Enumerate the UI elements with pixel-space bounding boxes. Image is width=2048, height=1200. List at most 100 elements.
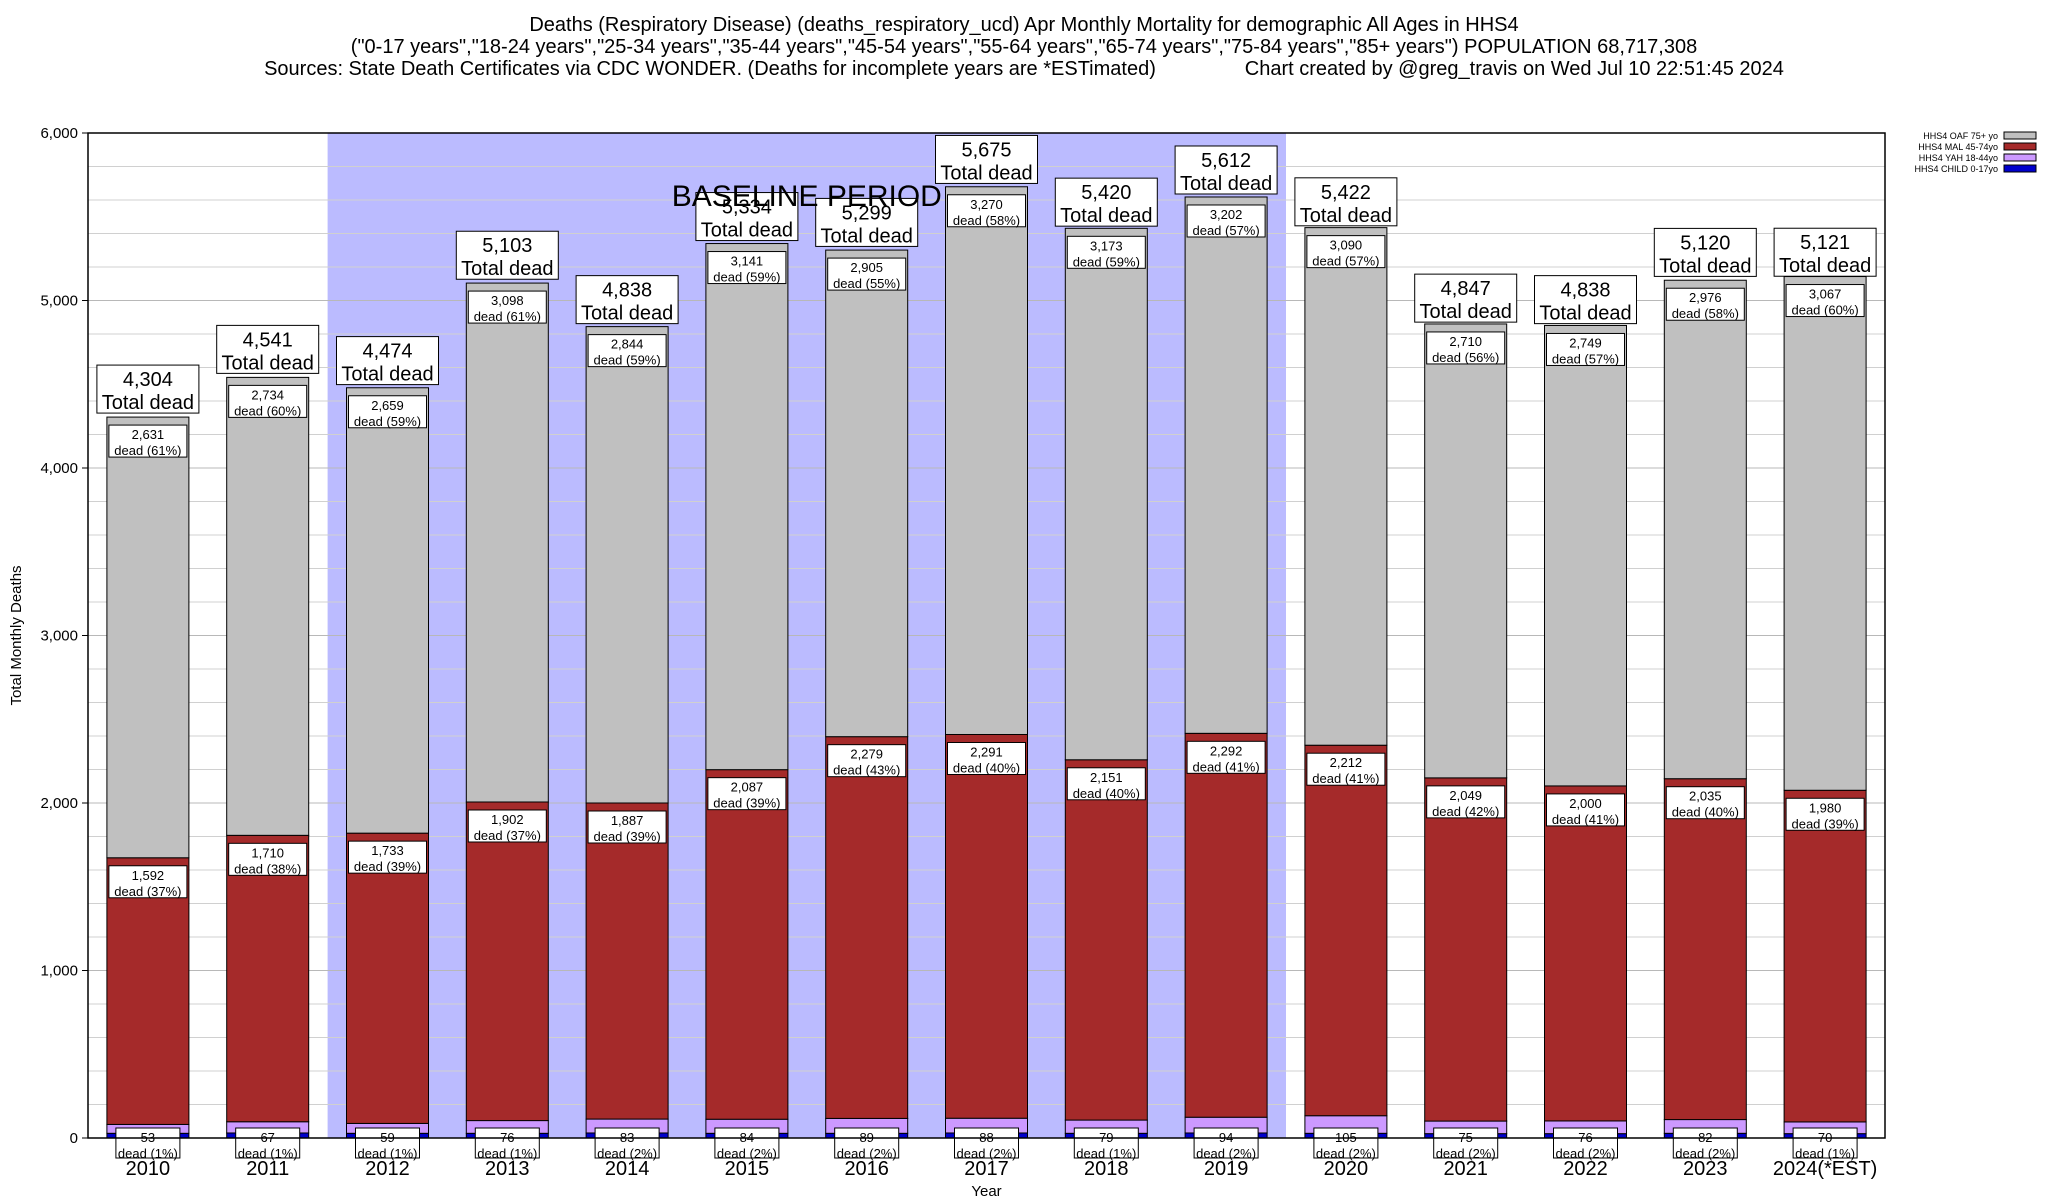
label-total-2013-pct: Total dead <box>461 258 553 280</box>
label-mal-2021-box <box>1426 785 1506 819</box>
label-mal-2011-box <box>228 842 308 876</box>
legend-swatch-child <box>2003 164 2037 173</box>
bar-mal-2018 <box>1064 759 1148 1121</box>
label-yah-2024(*EST)-pct: dead (1%) <box>1795 1146 1855 1161</box>
label-oaf-2022-pct: dead (57%) <box>1552 351 1619 366</box>
label-yah-2021-box <box>1433 1127 1499 1159</box>
label-mal-2015-value: 2,087 <box>731 780 764 795</box>
bar-mal-2024(*EST) <box>1783 789 1867 1123</box>
y-tick-label: 4,000 <box>40 460 78 477</box>
label-yah-2017-box <box>954 1127 1019 1159</box>
label-oaf-2024(*EST)-box <box>1785 284 1865 318</box>
bar-mal-2015 <box>705 769 789 1120</box>
label-oaf-2021-value: 2,710 <box>1449 334 1482 349</box>
label-oaf-2015-value: 3,141 <box>731 254 764 269</box>
label-yah-2010-pct: dead (1%) <box>118 1146 178 1161</box>
bar-oaf-2021 <box>1424 323 1508 779</box>
label-total-2016-value: 5,299 <box>842 202 892 224</box>
chart-title-block: Deaths (Respiratory Disease) (deaths_res… <box>0 14 2048 80</box>
baseline-label: BASELINE PERIOD <box>672 180 942 213</box>
x-tick-label: 2018 <box>1084 1158 1129 1180</box>
bar-oaf-2010 <box>106 416 190 859</box>
label-total-2014-pct: Total dead <box>581 303 673 325</box>
legend-label-yah: HHS4 YAH 18-44yo <box>1919 153 1998 163</box>
label-mal-2011-pct: dead (38%) <box>234 861 301 876</box>
label-mal-2024(*EST)-pct: dead (39%) <box>1791 816 1858 831</box>
label-oaf-2016-value: 2,905 <box>850 260 883 275</box>
label-total-2020-pct: Total dead <box>1300 205 1392 227</box>
label-yah-2017-pct: dead (2%) <box>957 1146 1017 1161</box>
label-total-2018-value: 5,420 <box>1081 182 1131 204</box>
label-total-2012-pct: Total dead <box>341 364 433 386</box>
label-mal-2015-pct: dead (39%) <box>713 796 780 811</box>
label-total-2016-pct: Total dead <box>821 225 913 247</box>
y-tick-label: 6,000 <box>40 125 78 142</box>
bar-mal-2017 <box>945 733 1028 1119</box>
label-oaf-2011-pct: dead (60%) <box>234 403 301 418</box>
y-tick-label: 2,000 <box>40 795 78 812</box>
label-yah-2023-pct: dead (2%) <box>1675 1146 1735 1161</box>
label-yah-2010-box <box>115 1127 181 1159</box>
bar-mal-2021 <box>1424 777 1508 1122</box>
x-tick-label: 2016 <box>844 1158 889 1180</box>
label-mal-2023-value: 2,035 <box>1689 789 1722 804</box>
x-tick-label: 2014 <box>605 1158 650 1180</box>
label-yah-2012-pct: dead (1%) <box>358 1146 418 1161</box>
label-oaf-2014-value: 2,844 <box>611 337 644 352</box>
label-oaf-2019-box <box>1186 204 1266 238</box>
label-total-2023-pct: Total dead <box>1659 255 1751 277</box>
label-total-2013-box <box>455 230 559 280</box>
label-oaf-2024(*EST)-pct: dead (60%) <box>1791 303 1858 318</box>
label-oaf-2015-pct: dead (59%) <box>713 270 780 285</box>
label-mal-2017-pct: dead (40%) <box>953 760 1020 775</box>
label-oaf-2023-value: 2,976 <box>1689 290 1722 305</box>
label-yah-2023-box <box>1672 1127 1738 1159</box>
label-total-2023-value: 5,120 <box>1680 232 1730 254</box>
label-oaf-2018-pct: dead (59%) <box>1073 254 1140 269</box>
label-yah-2020-pct: dead (2%) <box>1316 1146 1376 1161</box>
label-total-2011-value: 4,541 <box>243 329 293 351</box>
x-tick-label: 2023 <box>1683 1158 1728 1180</box>
label-oaf-2022-box <box>1546 332 1625 366</box>
bar-oaf-2012 <box>346 387 429 834</box>
label-mal-2017-value: 2,291 <box>970 744 1003 759</box>
label-total-2024(*EST)-box <box>1773 227 1877 277</box>
label-yah-2013-pct: dead (1%) <box>477 1146 537 1161</box>
label-oaf-2010-value: 2,631 <box>132 427 165 442</box>
bar-mal-2022 <box>1544 785 1627 1122</box>
label-mal-2015-box <box>707 777 787 811</box>
label-oaf-2012-value: 2,659 <box>371 398 404 413</box>
label-oaf-2017-box <box>947 194 1026 228</box>
label-oaf-2014-box <box>587 334 667 368</box>
x-tick-label: 2022 <box>1563 1158 1608 1180</box>
label-mal-2024(*EST)-box <box>1785 797 1865 831</box>
label-mal-2012-value: 1,733 <box>371 843 404 858</box>
label-total-2022-value: 4,838 <box>1560 280 1610 302</box>
bar-oaf-2022 <box>1544 324 1627 787</box>
label-mal-2018-box <box>1066 767 1146 801</box>
